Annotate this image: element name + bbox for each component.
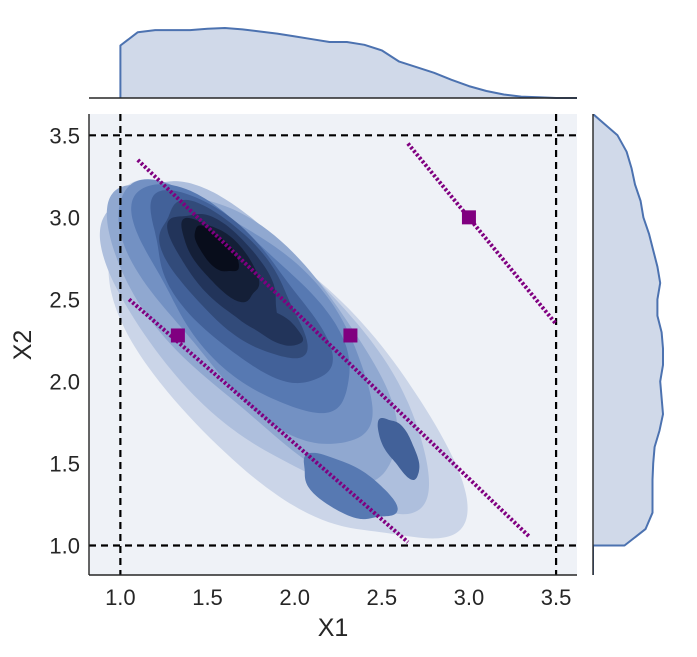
reference-point-2: [343, 328, 358, 343]
marginal-x-fill: [120, 28, 577, 98]
marginal-y-fill: [593, 114, 663, 546]
y-tick-label-3: 2.0: [49, 369, 80, 394]
x-tick-label-1: 1.0: [105, 585, 136, 610]
x-axis-label: X1: [318, 614, 349, 642]
kde-island-3: [231, 302, 304, 346]
y-tick-label-2: 1.5: [49, 451, 80, 476]
marginal-y-density: [593, 114, 664, 575]
marginal-x-curve: [119, 27, 577, 99]
y-axis-label: X2: [9, 330, 37, 361]
reference-point-1: [170, 328, 185, 343]
y-tick-label-1: 1.0: [49, 533, 80, 558]
axis-ticks: 1.0 1.5 2.0 2.5 3.0 3.5 1.0 1.5 2.0 2.5 3.0 3.5: [49, 123, 571, 610]
marginal-y-curve: [593, 114, 664, 575]
x-tick-label-5: 3.0: [454, 585, 485, 610]
kde-level-10: [194, 225, 239, 272]
y-tick-label-6: 3.5: [49, 123, 80, 148]
x-tick-label-3: 2.0: [279, 585, 310, 610]
x-tick-label-6: 3.5: [541, 585, 572, 610]
x-tick-label-4: 2.5: [367, 585, 398, 610]
reference-overlay: [127, 142, 558, 544]
reference-point-3: [461, 210, 476, 225]
boundary-lines: [89, 114, 577, 575]
reference-line-3: [406, 142, 558, 326]
kde-density: [99, 179, 468, 539]
y-tick-label-4: 2.5: [49, 287, 80, 312]
reference-line-2: [136, 158, 532, 539]
marginal-x-density: [119, 27, 577, 99]
y-tick-label-5: 3.0: [49, 205, 80, 230]
kde-island-2: [377, 417, 420, 480]
reference-line-1: [127, 297, 410, 544]
x-tick-label-2: 1.5: [192, 585, 223, 610]
